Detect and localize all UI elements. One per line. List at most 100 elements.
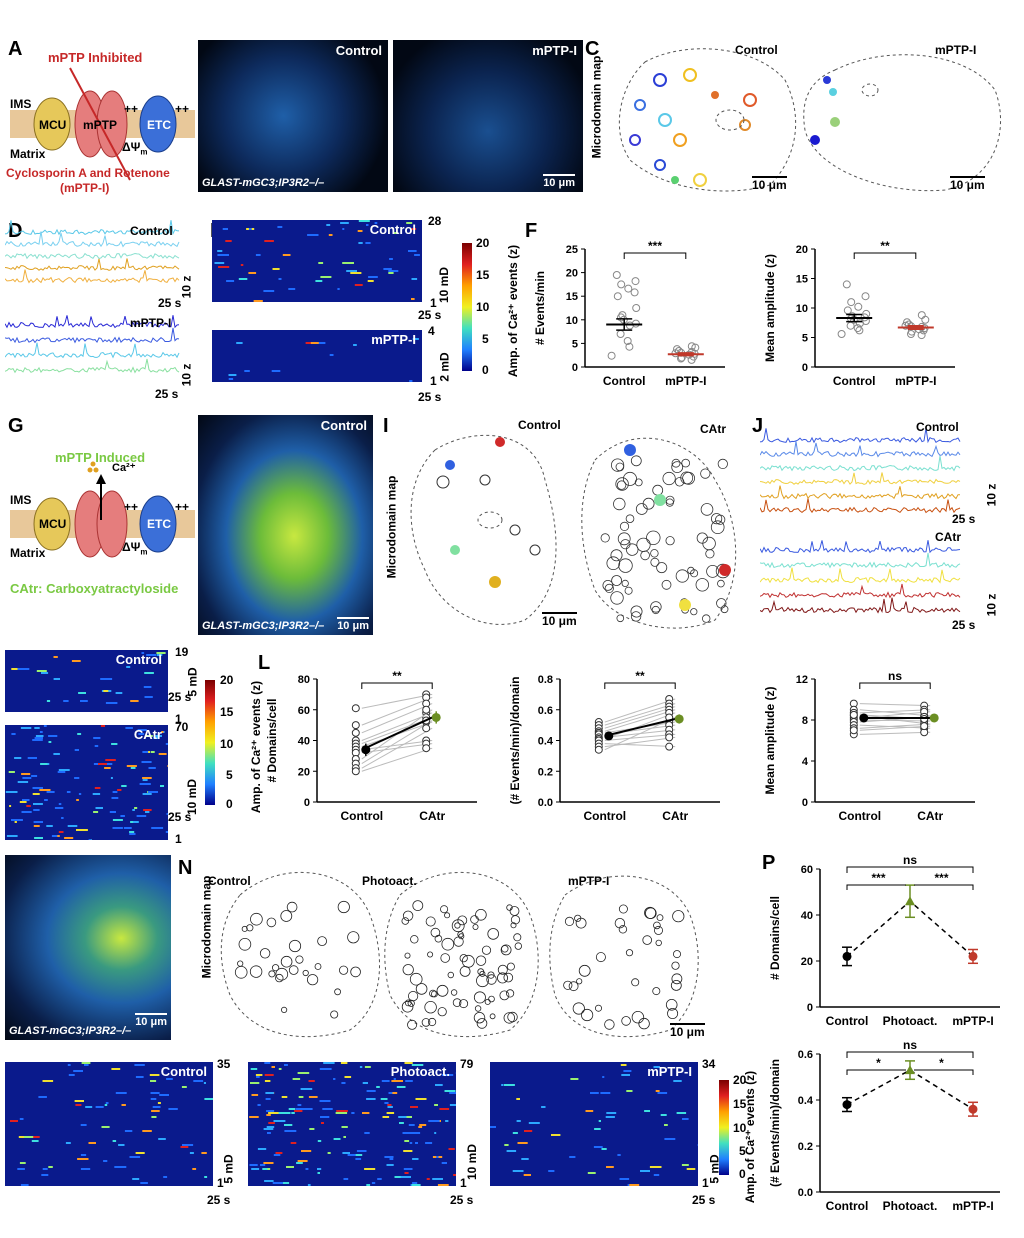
event-mark	[333, 1138, 341, 1140]
event-mark	[297, 1104, 302, 1106]
k-catr-label: CAtr	[133, 727, 162, 742]
domain-outline	[314, 963, 322, 970]
domain-outline	[452, 998, 462, 1007]
event-mark	[145, 811, 150, 813]
domain-outline	[237, 960, 244, 967]
event-mark	[76, 829, 88, 831]
event-mark	[95, 1106, 104, 1108]
cb2-tick-20: 20	[220, 673, 234, 687]
domain-outline	[510, 922, 517, 929]
event-mark	[308, 1080, 315, 1082]
data-point	[351, 767, 360, 776]
domain-outline	[461, 954, 475, 968]
domain-outline	[440, 953, 451, 963]
data-point	[917, 331, 926, 340]
d-scale-t1: 25 s	[158, 296, 182, 310]
domain-outline	[604, 1019, 615, 1030]
event-mark	[415, 1142, 418, 1144]
event-mark	[218, 266, 230, 268]
event-mark	[297, 1072, 310, 1074]
chart-l-left: 0 20 40 60 80 Control CAtr # Domains/cell **	[265, 669, 477, 823]
event-mark	[432, 1178, 443, 1180]
h-control-label: Control	[320, 418, 367, 433]
y-axis-label: Mean amplitude (z)	[763, 254, 777, 362]
mean-point	[674, 714, 684, 724]
event-mark	[143, 686, 152, 688]
event-mark	[226, 280, 235, 282]
event-mark	[409, 1142, 413, 1144]
sig-bracket-left	[846, 1069, 906, 1075]
event-mark	[101, 1126, 110, 1128]
event-mark	[265, 1092, 274, 1094]
data-point	[848, 312, 857, 321]
event-mark	[343, 1136, 346, 1138]
event-mark	[250, 1068, 258, 1070]
y-tick-label: 10	[566, 315, 578, 327]
data-point	[843, 306, 852, 315]
y-tick-label: 15	[796, 274, 808, 286]
event-mark	[228, 374, 237, 376]
event-mark	[653, 1066, 660, 1068]
domain-outline	[275, 967, 289, 981]
event-mark	[146, 735, 153, 737]
domain-outline	[347, 931, 360, 944]
event-mark	[85, 1106, 93, 1108]
trace-line	[5, 342, 180, 359]
event-mark	[57, 771, 66, 773]
event-mark	[391, 1080, 403, 1082]
domain-outline	[503, 1012, 516, 1024]
event-mark	[10, 1120, 18, 1122]
event-mark	[112, 827, 123, 829]
c-domains-control	[629, 68, 757, 187]
event-mark	[404, 1062, 413, 1064]
chart-p-top: 0 20 40 60 Control Photoact. mPTP-I # Domains/c…	[768, 855, 1000, 1028]
event-mark	[151, 1116, 157, 1118]
domain-outline	[434, 934, 443, 943]
o-photoact-events	[249, 1062, 456, 1186]
event-mark	[359, 1066, 363, 1068]
event-mark	[342, 1152, 350, 1154]
domain-outline	[625, 543, 639, 556]
domain-outline	[621, 1016, 631, 1026]
event-mark	[165, 831, 168, 833]
event-mark	[605, 1116, 615, 1118]
event-mark	[151, 1110, 160, 1112]
event-mark	[388, 270, 399, 272]
domain-outline	[429, 989, 437, 998]
event-mark	[317, 1172, 320, 1174]
colorbar-1	[462, 243, 472, 371]
n-control: Control	[208, 874, 251, 888]
pair-line	[604, 736, 676, 748]
event-mark	[151, 827, 164, 829]
e-scale-mptpi: 2 mD	[437, 352, 452, 382]
domain-outline	[477, 968, 485, 976]
domain-outline	[281, 1006, 288, 1013]
event-mark	[657, 1092, 668, 1094]
event-mark	[249, 1164, 258, 1166]
sig-label: **	[635, 669, 645, 683]
event-mark	[77, 733, 82, 735]
sig-label: ***	[648, 239, 662, 253]
event-mark	[267, 1132, 271, 1134]
event-mark	[290, 1142, 297, 1144]
trace-line	[5, 315, 180, 329]
domain-outline	[672, 910, 685, 923]
b-genotype: GLAST-mGC3;IP3R2–/–	[202, 177, 325, 189]
event-mark	[142, 779, 148, 781]
domain-outline	[700, 468, 711, 479]
data-point	[624, 284, 633, 293]
c-nucleus-control	[715, 109, 745, 131]
event-mark	[19, 1162, 26, 1164]
event-mark	[204, 1176, 208, 1178]
data-point	[422, 724, 431, 733]
h-genotype: GLAST-mGC3;IP3R2–/–	[202, 620, 325, 632]
event-mark	[20, 727, 32, 729]
event-mark	[364, 1066, 371, 1068]
domain-outline	[510, 915, 521, 925]
o-min-control: 1	[217, 1176, 224, 1190]
sig-bracket	[604, 682, 676, 689]
event-mark	[585, 1110, 594, 1112]
data-point	[853, 324, 862, 333]
event-mark	[297, 1160, 308, 1162]
i-domains-catr	[600, 444, 731, 623]
